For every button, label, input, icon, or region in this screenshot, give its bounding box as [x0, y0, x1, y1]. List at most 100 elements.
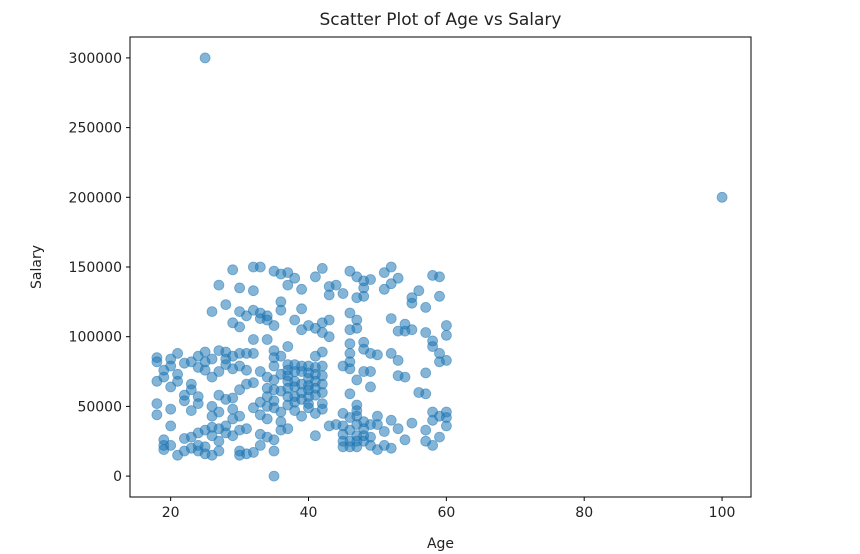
- data-point: [151, 409, 163, 421]
- data-point: [247, 377, 259, 389]
- data-point: [213, 366, 225, 377]
- data-point: [716, 191, 728, 203]
- data-point: [234, 321, 246, 333]
- y-tick-label: 0: [113, 469, 122, 485]
- data-point: [385, 261, 397, 273]
- data-point: [268, 445, 280, 457]
- y-tick-label: 300000: [69, 51, 122, 67]
- data-point: [296, 303, 308, 315]
- data-point: [385, 414, 397, 426]
- data-point: [371, 419, 383, 430]
- y-tick-label: 200000: [69, 190, 122, 206]
- data-point: [337, 288, 349, 299]
- data-point: [420, 327, 432, 338]
- data-point: [261, 413, 273, 425]
- data-point: [227, 392, 239, 404]
- y-axis: 0 50000 100000 150000 200000 250000 300000: [69, 51, 130, 485]
- data-point: [323, 331, 335, 343]
- data-point: [282, 279, 294, 291]
- data-point: [440, 420, 452, 432]
- x-axis-label: Age: [427, 536, 454, 552]
- y-axis-label: Salary: [29, 245, 45, 289]
- x-tick-label: 100: [709, 505, 736, 521]
- data-point: [378, 426, 390, 437]
- data-point: [227, 264, 239, 276]
- data-point: [392, 272, 404, 284]
- data-point: [282, 341, 294, 352]
- data-point: [427, 439, 439, 451]
- data-point: [247, 347, 259, 359]
- data-point: [351, 322, 363, 334]
- data-point: [392, 423, 404, 435]
- data-point: [385, 347, 397, 359]
- data-point: [268, 360, 280, 372]
- data-point: [289, 314, 301, 326]
- data-point: [165, 403, 177, 415]
- data-point: [151, 398, 163, 410]
- data-point: [434, 431, 445, 443]
- data-point: [406, 324, 418, 336]
- data-point: [206, 353, 218, 365]
- data-point: [365, 381, 376, 393]
- y-tick-label: 250000: [69, 121, 122, 137]
- data-point: [234, 282, 246, 294]
- data-point: [241, 423, 252, 435]
- data-point: [234, 410, 246, 422]
- data-point: [365, 366, 376, 377]
- data-point: [420, 301, 432, 313]
- data-point: [344, 388, 356, 400]
- y-tick-label: 150000: [69, 260, 122, 276]
- data-point: [199, 364, 211, 376]
- data-point: [316, 387, 328, 398]
- data-point: [172, 375, 184, 387]
- data-point: [323, 314, 335, 326]
- data-point: [165, 360, 177, 372]
- x-tick-label: 20: [162, 505, 180, 521]
- data-point: [434, 271, 445, 283]
- data-point: [192, 398, 204, 410]
- data-point: [199, 52, 211, 64]
- data-point: [440, 354, 452, 366]
- data-point: [268, 470, 280, 482]
- data-point: [213, 445, 225, 457]
- data-point: [220, 299, 232, 311]
- data-point: [365, 274, 376, 285]
- data-point: [254, 439, 266, 451]
- data-point: [399, 434, 411, 446]
- data-point: [165, 420, 177, 432]
- data-point: [206, 306, 218, 318]
- data-point: [392, 354, 404, 366]
- data-point: [330, 279, 342, 291]
- data-point: [213, 435, 225, 447]
- data-point: [323, 289, 335, 301]
- x-tick-label: 40: [300, 505, 318, 521]
- data-point: [420, 367, 432, 379]
- data-point: [247, 334, 259, 345]
- data-point: [316, 262, 328, 274]
- data-point: [165, 439, 177, 451]
- data-point: [413, 285, 425, 297]
- x-axis: 20 40 60 80 100: [162, 497, 736, 521]
- data-point: [158, 371, 170, 383]
- data-point: [358, 290, 370, 302]
- data-point: [178, 395, 190, 407]
- data-point: [151, 356, 163, 368]
- data-point: [275, 304, 287, 316]
- data-point: [406, 417, 418, 429]
- data-point: [172, 347, 184, 359]
- data-point: [440, 329, 452, 341]
- data-point: [371, 349, 383, 361]
- data-point: [434, 290, 445, 302]
- data-point: [213, 406, 225, 418]
- data-point: [268, 434, 280, 446]
- data-point: [296, 283, 308, 295]
- data-point: [427, 341, 439, 352]
- data-point: [309, 430, 321, 442]
- chart-title: Scatter Plot of Age vs Salary: [320, 10, 562, 30]
- data-point: [296, 410, 308, 422]
- data-point: [351, 374, 363, 386]
- data-point: [289, 272, 301, 284]
- data-point: [344, 363, 356, 375]
- y-tick-label: 50000: [77, 399, 122, 415]
- data-point: [420, 388, 432, 400]
